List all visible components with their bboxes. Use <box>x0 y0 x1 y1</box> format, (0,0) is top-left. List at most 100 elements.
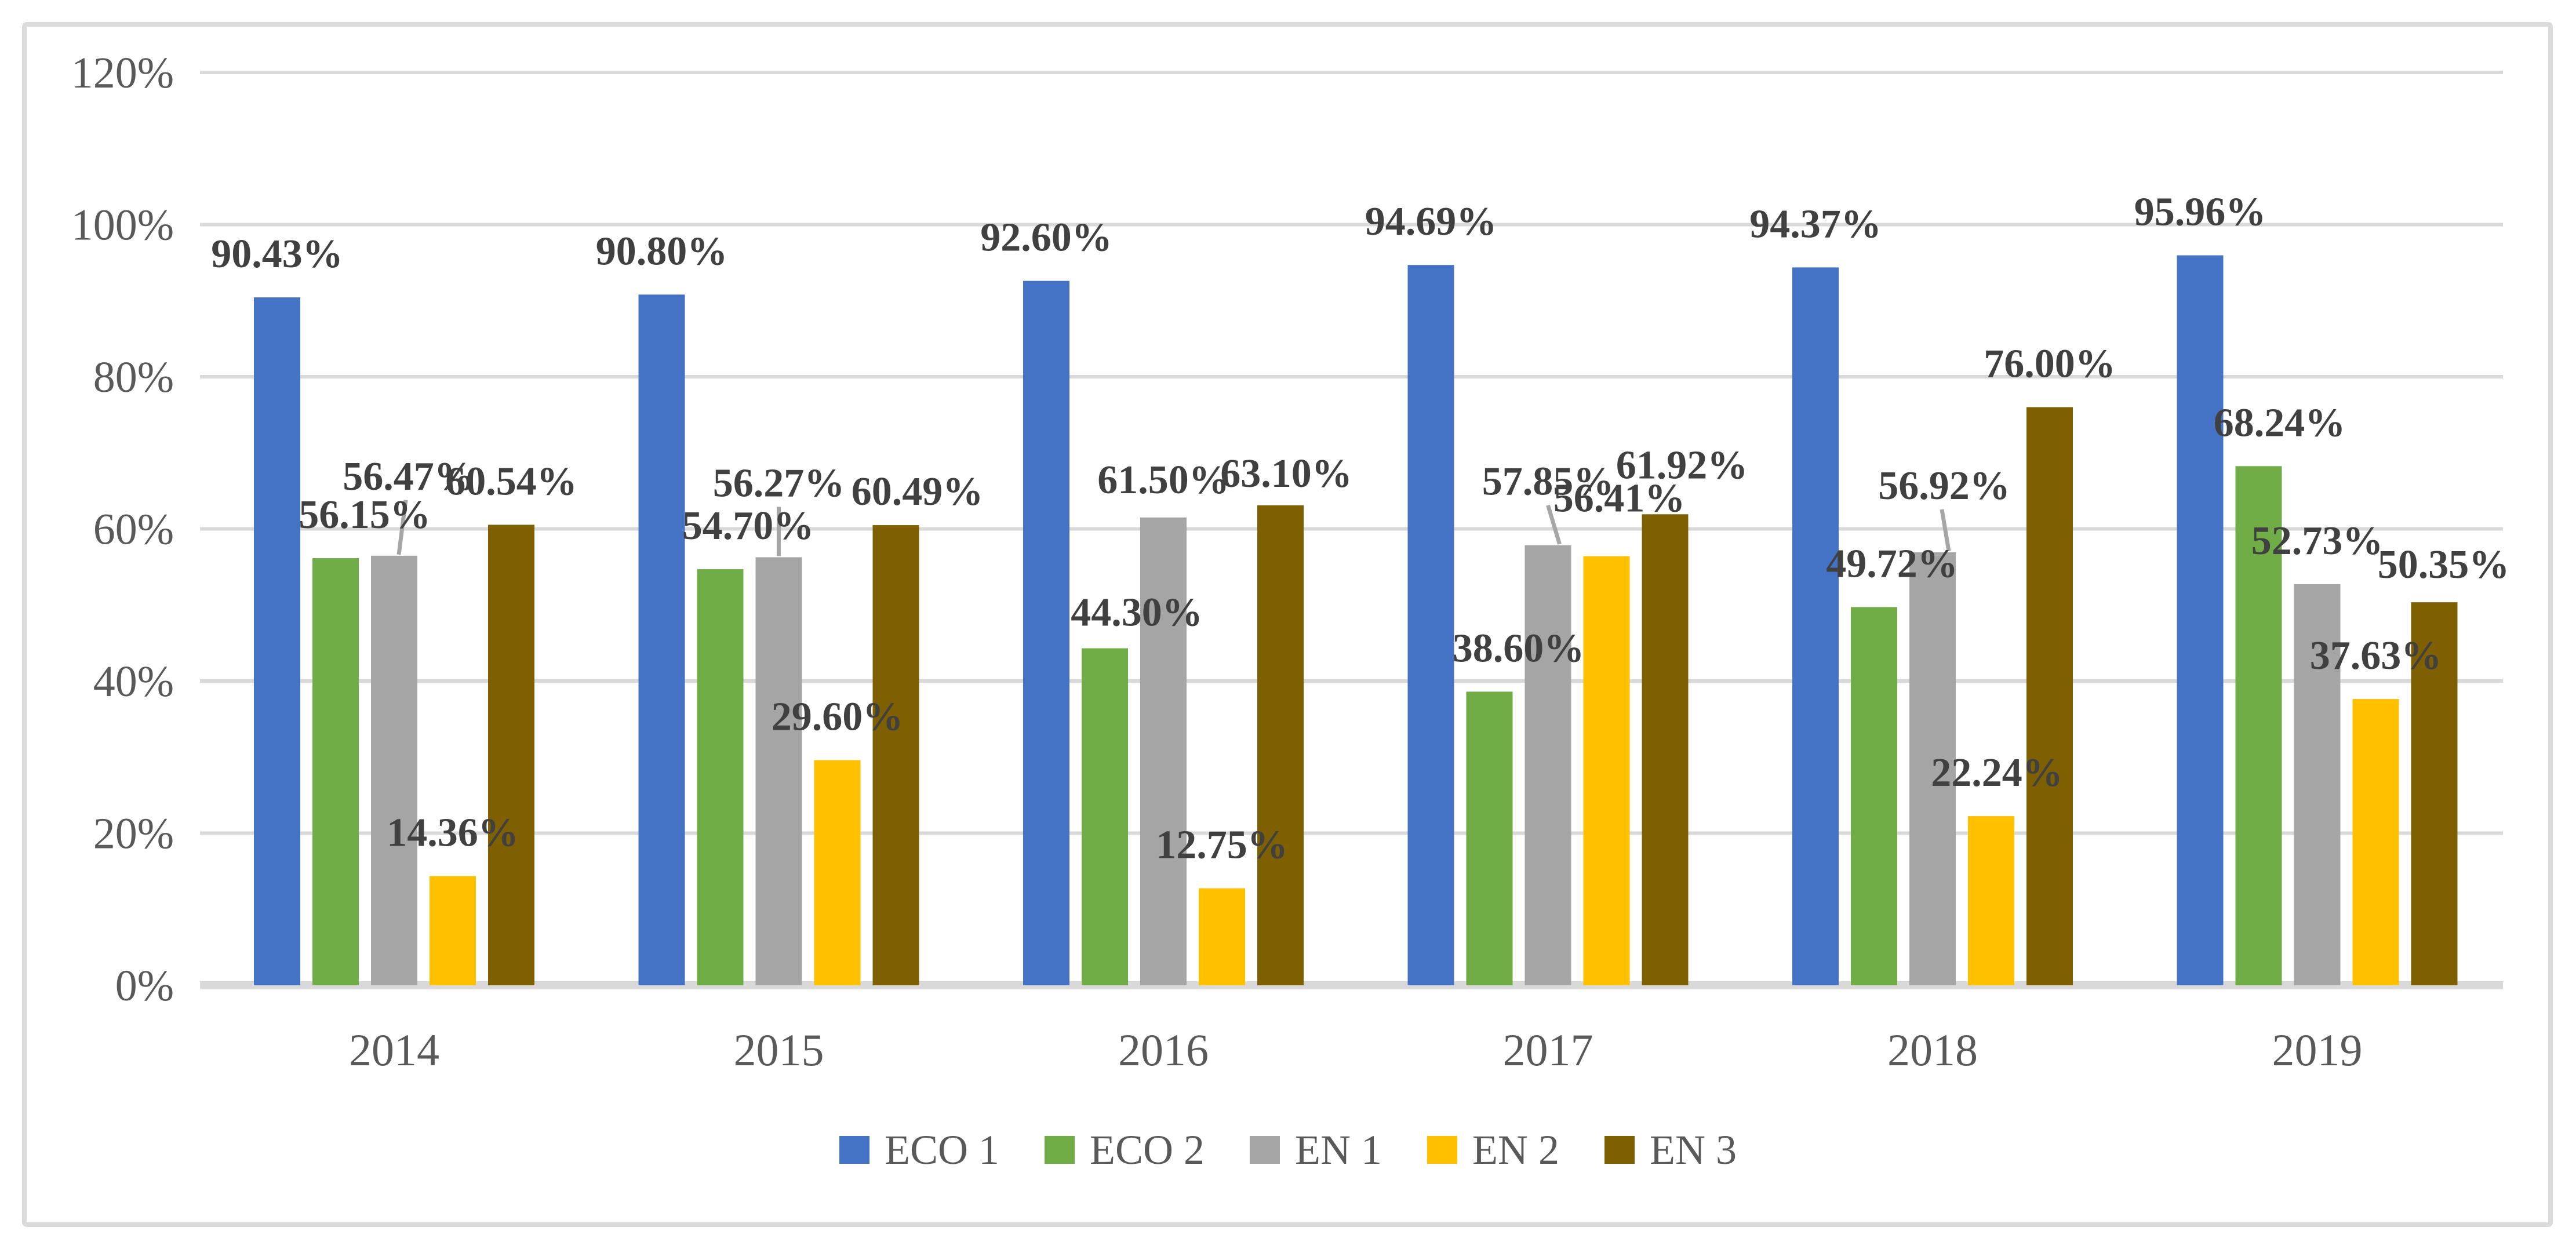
y-axis-tick-label: 0% <box>115 962 174 1010</box>
legend-item-en-3: EN 3 <box>1604 1129 1737 1171</box>
bar-eco-1-2014 <box>254 297 300 986</box>
data-labels-layer: 90.43% 56.15%56.47% 14.36% 60.54% 90.80% 54.7… <box>211 190 2509 868</box>
legend-item-en-1: EN 1 <box>1250 1129 1382 1171</box>
bar-en-3-2016 <box>1257 505 1304 985</box>
leader-lines-layer <box>396 500 1951 556</box>
bar-en-1-2015 <box>755 557 802 985</box>
data-label-en-3-2016: 63.10% <box>1220 451 1352 496</box>
legend-item-eco-1: ECO 1 <box>839 1129 999 1171</box>
bar-en-1-2016 <box>1140 517 1187 985</box>
bar-en-1-2014 <box>371 555 417 985</box>
bar-eco-2-2016 <box>1082 648 1128 985</box>
data-label-en-1-2017: 57.85% <box>1482 460 1614 504</box>
data-label-en-2-2016: 12.75% <box>1156 823 1288 868</box>
x-axis-label-2015: 2015 <box>734 1025 824 1075</box>
data-label-eco-2-2016: 44.30% <box>1071 591 1203 635</box>
bar-en-2-2018 <box>1968 816 2014 985</box>
legend-label: EN 1 <box>1295 1127 1382 1173</box>
data-label-leader-line <box>1940 509 1951 552</box>
data-label-eco-1-2018: 94.37% <box>1749 202 1882 246</box>
bar-eco-1-2019 <box>2177 255 2224 985</box>
data-label-en-2-2017: 56.41% <box>1553 476 1686 521</box>
x-axis-label-2018: 2018 <box>1887 1025 1978 1075</box>
data-label-en-1-2016: 61.50% <box>1097 458 1229 502</box>
x-axis-label-2017: 2017 <box>1503 1025 1593 1075</box>
y-axis-tick-label: 60% <box>93 505 174 554</box>
y-axis-tick-label: 80% <box>93 353 174 402</box>
data-label-eco-2-2015: 54.70% <box>682 504 814 548</box>
x-axis-label-2014: 2014 <box>349 1025 439 1075</box>
data-label-eco-1-2014: 90.43% <box>211 232 343 276</box>
data-label-eco-2-2014: 56.15% <box>299 493 431 537</box>
data-label-leader-line <box>396 500 408 555</box>
bar-en-3-2019 <box>2411 602 2458 985</box>
x-axis-label-2019: 2019 <box>2272 1025 2363 1075</box>
data-label-eco-2-2019: 68.24% <box>2214 400 2346 445</box>
data-label-eco-1-2019: 95.96% <box>2134 190 2266 235</box>
data-label-en-1-2014: 56.47% <box>343 454 475 499</box>
legend-item-en-2: EN 2 <box>1427 1129 1559 1171</box>
bar-eco-1-2015 <box>638 294 685 985</box>
legend-label: EN 3 <box>1649 1127 1737 1173</box>
bar-en-3-2014 <box>488 525 534 985</box>
legend-swatch-icon <box>839 1136 870 1164</box>
data-label-en-3-2019: 50.35% <box>2378 542 2510 587</box>
bar-eco-2-2017 <box>1466 691 1513 985</box>
gridlines-layer <box>200 71 2503 989</box>
data-label-eco-2-2017: 38.60% <box>1453 626 1585 671</box>
chart-frame-border <box>22 22 2553 1227</box>
bar-eco-2-2018 <box>1851 607 1897 985</box>
data-label-leader-line <box>1546 504 1562 545</box>
legend-item-eco-2: ECO 2 <box>1045 1129 1205 1171</box>
data-label-en-1-2015: 56.27% <box>713 461 845 505</box>
data-label-en-2-2018: 22.24% <box>1931 751 2063 795</box>
legend-swatch-icon <box>1045 1136 1075 1164</box>
bar-eco-1-2018 <box>1792 267 1839 985</box>
data-label-eco-2-2018: 49.72% <box>1826 541 1958 586</box>
data-label-eco-1-2017: 94.69% <box>1365 199 1497 244</box>
bar-eco-2-2015 <box>697 569 744 985</box>
y-axis-tick-label: 100% <box>71 201 174 250</box>
bar-en-3-2017 <box>1642 514 1689 985</box>
bars-layer <box>254 255 2458 986</box>
data-label-en-3-2018: 76.00% <box>1984 342 2116 387</box>
bar-en-2-2019 <box>2352 699 2399 985</box>
bar-en-2-2015 <box>814 760 861 985</box>
bar-eco-2-2019 <box>2235 466 2282 985</box>
bar-eco-1-2016 <box>1023 281 1069 985</box>
bar-en-1-2019 <box>2294 584 2341 985</box>
bar-en-3-2018 <box>2026 407 2073 985</box>
bar-eco-2-2014 <box>312 558 359 985</box>
chart-legend: ECO 1 ECO 2 EN 1 EN 2 EN 3 <box>0 1122 2576 1178</box>
legend-swatch-icon <box>1604 1136 1635 1164</box>
bar-en-1-2018 <box>1909 552 1956 985</box>
data-label-en-2-2019: 37.63% <box>2310 633 2442 678</box>
legend-swatch-icon <box>1250 1136 1280 1164</box>
data-label-en-3-2017: 61.92% <box>1616 443 1748 487</box>
legend-swatch-icon <box>1427 1136 1457 1164</box>
bar-en-2-2016 <box>1199 888 1245 985</box>
y-axis-tick-label: 40% <box>93 657 174 706</box>
x-axis-label-2016: 2016 <box>1118 1025 1209 1075</box>
data-label-en-2-2014: 14.36% <box>387 811 519 855</box>
data-label-en-2-2015: 29.60% <box>772 695 904 740</box>
bar-en-3-2015 <box>872 525 919 985</box>
axis-labels-layer: 0% 20% 40% 60% 80% 100% 120% 2014 2015 2016 2017 20… <box>71 49 2363 1075</box>
bar-en-2-2014 <box>430 876 476 985</box>
bar-eco-1-2017 <box>1407 265 1454 986</box>
legend-label: ECO 2 <box>1090 1127 1205 1173</box>
data-label-eco-1-2015: 90.80% <box>596 229 728 274</box>
bar-en-2-2017 <box>1583 556 1630 985</box>
data-label-en-1-2018: 56.92% <box>1878 464 2010 508</box>
legend-label: EN 2 <box>1472 1127 1559 1173</box>
data-label-en-1-2019: 52.73% <box>2251 519 2384 563</box>
data-label-eco-1-2016: 92.60% <box>980 216 1112 260</box>
y-axis-tick-label: 120% <box>71 49 174 97</box>
y-axis-tick-label: 20% <box>93 810 174 858</box>
data-label-en-3-2015: 60.49% <box>852 469 984 514</box>
bar-en-1-2017 <box>1525 545 1571 985</box>
legend-label: ECO 1 <box>885 1127 1000 1173</box>
data-label-en-3-2014: 60.54% <box>445 459 577 504</box>
